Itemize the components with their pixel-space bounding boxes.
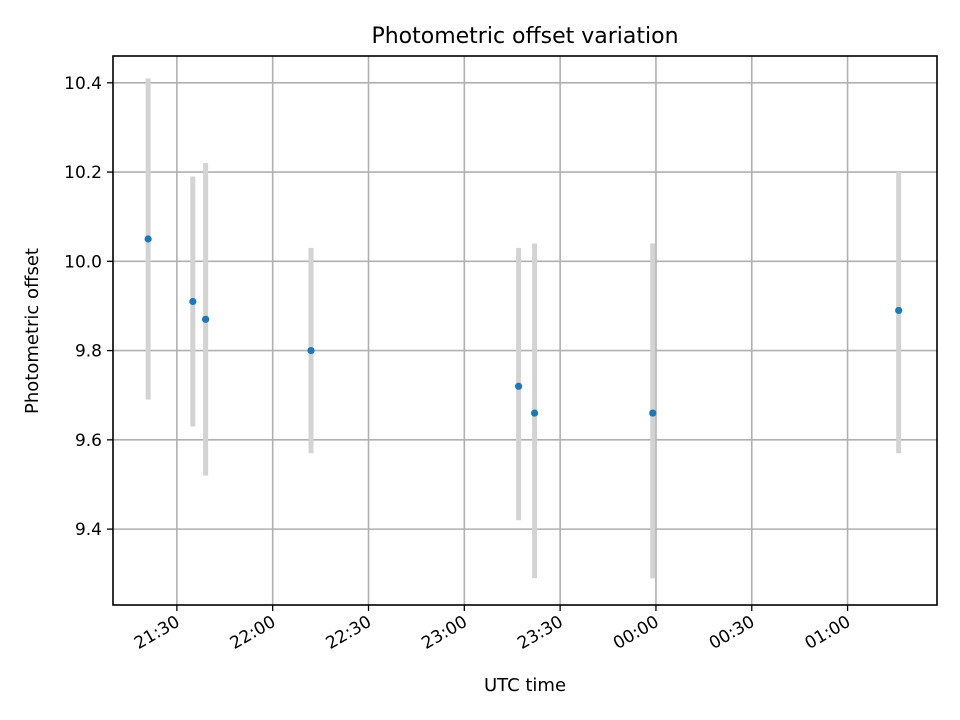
data-point-5 [530, 409, 539, 417]
data-point-3 [307, 346, 315, 355]
y-tick-label-2: 9.8 [75, 342, 102, 362]
y-tick-label-1: 9.6 [75, 431, 102, 451]
data-point-7 [895, 306, 903, 315]
data-point-2 [202, 315, 210, 323]
x-tick-label-1: 22:00 [227, 612, 279, 654]
data-point-0 [144, 235, 152, 243]
y-tick-label-5: 10.4 [64, 74, 102, 94]
plot-frame [112, 55, 938, 606]
grid-layer [113, 56, 937, 605]
x-axis-label: UTC time [484, 675, 566, 696]
chart-title: Photometric offset variation [371, 24, 678, 49]
errorbar-layer [145, 78, 902, 579]
data-point-1 [189, 297, 197, 306]
x-tick-label-2: 22:30 [323, 612, 375, 654]
tick-layer: 21:30 22:00 22:30 23:00 23:30 00:00 00:30 01:00… [64, 74, 854, 654]
x-tick-label-3: 23:00 [418, 612, 470, 654]
data-point-4 [515, 382, 523, 390]
x-tick-label-4: 23:30 [514, 612, 566, 654]
y-axis-label: Photometric offset [22, 248, 43, 414]
x-tick-label-0: 21:30 [131, 612, 183, 654]
x-tick-label-7: 01:00 [802, 612, 854, 654]
y-tick-label-4: 10.2 [64, 163, 102, 183]
x-tick-label-5: 00:00 [610, 612, 662, 654]
y-tick-label-3: 10.0 [64, 252, 102, 272]
x-tick-label-6: 00:30 [706, 612, 758, 654]
point-layer [144, 235, 903, 417]
y-tick-label-0: 9.4 [75, 520, 102, 540]
data-point-6 [649, 409, 657, 417]
